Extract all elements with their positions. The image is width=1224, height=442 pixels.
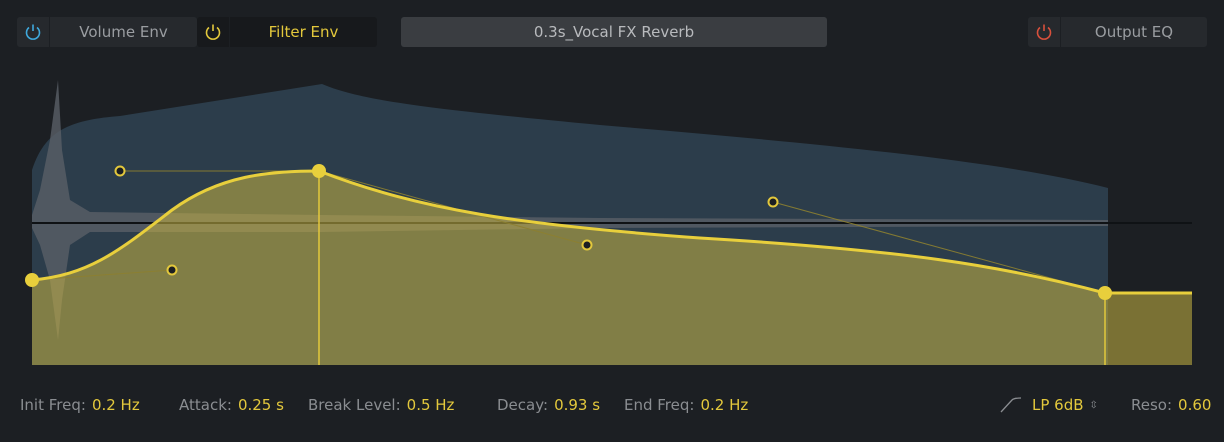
tab-label: Filter Env xyxy=(268,23,339,41)
param-end-freq[interactable]: End Freq: 0.2 Hz xyxy=(624,396,748,414)
param-label: Decay: xyxy=(497,396,549,414)
param-value[interactable]: 0.2 Hz xyxy=(700,396,749,414)
param-break-level[interactable]: Break Level: 0.5 Hz xyxy=(308,396,454,414)
envelope-fill xyxy=(32,171,1192,365)
preset-name: 0.3s_Vocal FX Reverb xyxy=(533,23,695,41)
envelope-editor[interactable] xyxy=(0,60,1224,380)
preset-field[interactable]: 0.3s_Vocal FX Reverb xyxy=(401,17,827,47)
curve-handle xyxy=(114,165,126,177)
param-label: Init Freq: xyxy=(20,396,86,414)
power-icon[interactable] xyxy=(17,17,50,47)
param-value[interactable]: 0.93 s xyxy=(554,396,601,414)
power-icon[interactable] xyxy=(1028,17,1061,47)
curve-handle xyxy=(166,264,178,276)
end-point xyxy=(1098,286,1112,300)
param-value[interactable]: 0.60 xyxy=(1178,396,1212,414)
param-value[interactable]: 0.2 Hz xyxy=(91,396,140,414)
break-point xyxy=(312,164,326,178)
param-init-freq[interactable]: Init Freq: 0.2 Hz xyxy=(20,396,140,414)
param-value[interactable]: 0.25 s xyxy=(237,396,284,414)
tab-volume-env[interactable]: Volume Env xyxy=(17,17,197,47)
param-label: End Freq: xyxy=(624,396,695,414)
envelope-curve xyxy=(31,169,1192,295)
param-value[interactable]: 0.5 Hz xyxy=(406,396,455,414)
param-label: Attack: xyxy=(179,396,232,414)
filter-type-select[interactable]: LP 6dB ⇳ xyxy=(1000,396,1098,414)
output-eq-button[interactable]: Output EQ xyxy=(1028,17,1207,47)
param-decay[interactable]: Decay: 0.93 s xyxy=(497,396,600,414)
param-attack[interactable]: Attack: 0.25 s xyxy=(179,396,284,414)
power-icon[interactable] xyxy=(197,17,230,47)
tab-label: Volume Env xyxy=(79,23,168,41)
tab-filter-env[interactable]: Filter Env xyxy=(197,17,377,47)
chevron-updown-icon: ⇳ xyxy=(1089,399,1098,411)
param-reso[interactable]: Reso: 0.60 xyxy=(1131,396,1211,414)
curve-handle xyxy=(581,239,593,251)
lowpass-curve-icon xyxy=(1000,397,1022,413)
output-eq-label: Output EQ xyxy=(1094,23,1174,41)
param-label: Reso: xyxy=(1131,396,1173,414)
curve-handle xyxy=(767,196,779,208)
init-point xyxy=(25,273,39,287)
param-label: Break Level: xyxy=(308,396,401,414)
filter-type-value: LP 6dB xyxy=(1032,396,1084,414)
